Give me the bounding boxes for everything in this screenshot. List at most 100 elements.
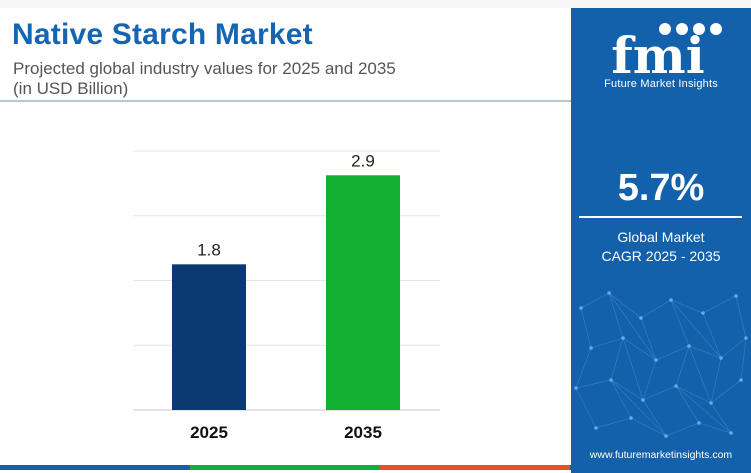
network-node — [664, 434, 668, 438]
network-link — [675, 385, 700, 424]
bar-2025 — [172, 264, 246, 410]
cagr-label-line-2: CAGR 2025 - 2035 — [601, 248, 721, 264]
network-link — [608, 292, 642, 319]
bar-chart: 1.8 2025 2.9 2035 — [133, 150, 440, 442]
logo-gear-icon — [710, 23, 722, 35]
brand-name: Future Market Insights — [604, 78, 718, 90]
title-divider — [0, 100, 571, 102]
network-node — [621, 336, 625, 340]
network-link — [642, 359, 657, 401]
network-link — [622, 337, 644, 401]
network-node — [709, 401, 713, 405]
network-link — [740, 337, 747, 381]
network-link — [735, 295, 747, 339]
network-link — [670, 299, 690, 347]
bar-2035 — [326, 175, 400, 410]
network-node — [697, 421, 701, 425]
network-link — [575, 347, 592, 389]
network-link — [610, 379, 632, 419]
network-link — [642, 399, 667, 437]
network-node — [654, 358, 658, 362]
bottom-color-bar — [0, 465, 751, 470]
data-label-2035: 2.9 — [351, 151, 375, 170]
network-node — [739, 378, 743, 382]
network-link — [675, 385, 712, 404]
network-node — [734, 294, 738, 298]
network-link — [675, 385, 732, 434]
network-link — [698, 422, 732, 434]
network-link — [702, 312, 722, 359]
network-link — [595, 417, 632, 429]
bottom-bar-segment — [570, 465, 751, 470]
fmi-logo: fmi — [611, 23, 722, 78]
network-link — [710, 379, 742, 404]
network-node — [629, 416, 633, 420]
page-title: Native Starch Market — [12, 18, 313, 51]
network-link — [590, 337, 624, 349]
network-node — [674, 384, 678, 388]
cagr-divider — [579, 216, 742, 218]
network-link — [710, 357, 722, 404]
network-node — [579, 306, 583, 310]
bottom-bar-segment — [190, 465, 380, 470]
chart-labels: 1.8 2025 2.9 2035 — [190, 151, 382, 442]
network-link — [580, 307, 592, 349]
network-link — [688, 345, 722, 359]
network-node — [701, 311, 705, 315]
network-link — [610, 337, 624, 381]
network-node — [594, 426, 598, 430]
bottom-bar-segment — [380, 465, 570, 470]
page-subtitle: Projected global industry values for 202… — [13, 59, 396, 99]
network-link — [622, 337, 657, 361]
cagr-value: 5.7% — [617, 167, 705, 209]
logo-cart-icon — [693, 23, 705, 35]
network-link — [640, 317, 657, 361]
network-link — [580, 292, 610, 309]
network-node — [589, 346, 593, 350]
bottom-bar-segment — [0, 465, 190, 470]
x-tick-label-2035: 2035 — [344, 423, 382, 442]
infographic-card: Native Starch Market Projected global in… — [0, 8, 751, 473]
subtitle-line-2: (in USD Billion) — [13, 79, 129, 98]
cagr-label-line-1: Global Market — [617, 229, 705, 245]
network-link — [630, 417, 667, 437]
network-link — [710, 402, 732, 434]
subtitle-line-1: Projected global industry values for 202… — [13, 59, 396, 78]
network-node — [609, 378, 613, 382]
network-node — [607, 291, 611, 295]
network-pattern-graphic — [574, 291, 748, 438]
cagr-label: Global Market CAGR 2025 - 2035 — [571, 228, 751, 266]
network-link — [608, 292, 624, 339]
logo-icons — [659, 23, 722, 35]
network-link — [640, 299, 672, 319]
network-link — [720, 337, 747, 359]
network-node — [639, 316, 643, 320]
network-link — [608, 292, 657, 361]
network-node — [719, 356, 723, 360]
x-tick-label-2025: 2025 — [190, 423, 228, 442]
logo-pill-icon — [659, 23, 671, 35]
network-link — [575, 387, 597, 429]
network-link — [655, 345, 690, 361]
network-node — [669, 298, 673, 302]
network-node — [641, 398, 645, 402]
logo-person-icon — [676, 23, 688, 35]
website-url: www.futuremarketinsights.com — [589, 449, 733, 461]
network-link — [675, 345, 690, 387]
network-link — [702, 295, 737, 314]
network-link — [610, 379, 644, 401]
network-node — [744, 336, 748, 340]
network-link — [642, 385, 677, 401]
sidebar-panel: fmi Future Market Insights 5.7% Global M… — [571, 8, 751, 473]
network-link — [670, 299, 722, 359]
logo-text: fmi — [611, 26, 704, 78]
network-link — [670, 299, 704, 314]
chart-bars — [172, 175, 400, 410]
network-node — [574, 386, 578, 390]
network-link — [575, 379, 612, 389]
network-link — [665, 422, 700, 437]
network-link — [610, 379, 667, 437]
data-label-2025: 1.8 — [197, 240, 221, 259]
network-node — [687, 344, 691, 348]
